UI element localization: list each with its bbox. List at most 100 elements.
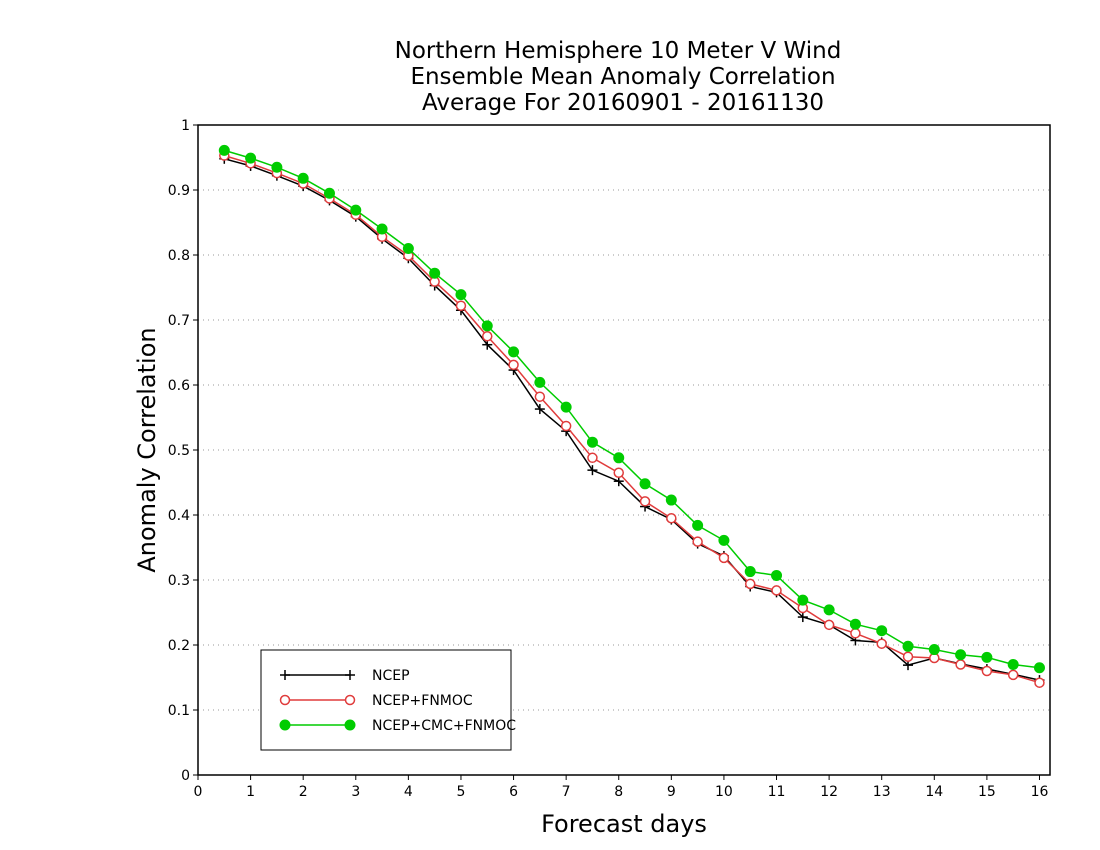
series-point [534,376,546,388]
x-tick-label: 2 [299,784,308,800]
series-point [1007,659,1019,670]
series-point [482,331,493,342]
x-tick-label: 16 [1031,784,1049,800]
series-point [586,436,598,448]
series-point [271,161,283,173]
legend-label: NCEP+FNMOC [372,693,473,709]
legend-item: NCEP [280,668,410,684]
y-tick-label: 0.4 [168,508,190,524]
x-tick-label: 7 [562,784,571,800]
series-point [345,670,355,680]
series-point [613,467,624,478]
y-tick-label: 0.5 [168,443,190,459]
series-point [376,223,388,235]
series-point [666,513,677,524]
series-point [692,536,703,547]
series-point [613,452,625,464]
x-tick-label: 8 [614,784,623,800]
series-point [455,289,467,301]
legend: NCEP NCEP+FNMOC NCEP+CMC+FNMOC [260,649,516,751]
series-point [797,612,808,623]
x-tick-label: 10 [715,784,733,800]
gridlines [198,189,1050,711]
series-ncep [219,153,1045,686]
series-point [560,401,572,413]
series-point [771,585,782,596]
series-point [402,243,414,254]
legend-label: NCEP [372,668,410,684]
x-tick-label: 3 [351,784,360,800]
y-tick-label: 0.9 [168,183,190,199]
series-point [481,320,493,332]
series-point [279,694,291,706]
chart-title-line-1: Northern Hemisphere 10 Meter V Wind [395,38,842,64]
y-tick-label: 1 [181,118,190,134]
series-point [280,670,290,680]
series-layer [218,144,1045,688]
y-tick-label: 0.6 [168,378,190,394]
y-tick-label: 0.8 [168,248,190,264]
series-point [350,204,362,216]
series-point [534,391,546,402]
series-point [876,638,887,649]
series-point [297,172,309,184]
x-tick-label: 6 [509,784,518,800]
series-ncep-cmc-fnmoc [218,144,1045,674]
series-point [455,300,467,311]
series-point [981,665,993,677]
series-ncep-fnmoc [219,150,1045,688]
x-tick-label: 4 [404,784,413,800]
y-tick-label: 0.3 [168,573,190,589]
x-tick-label: 13 [873,784,891,800]
series-point [1034,677,1045,688]
series-line [224,158,1040,681]
series-point [560,420,572,432]
chart-title-line-3: Average For 20160901 - 20161130 [422,90,824,116]
series-point [902,651,914,662]
series-point [850,628,861,639]
y-tick-label: 0 [181,768,190,784]
series-point [902,640,914,652]
y-tick-label: 0.2 [168,638,190,654]
series-point [955,649,967,661]
legend-label: NCEP+CMC+FNMOC [372,718,516,734]
series-point [344,719,356,731]
series-point [508,346,520,358]
series-point [587,452,598,464]
series-point [823,604,835,616]
series-point [665,494,677,506]
x-tick-label: 15 [978,784,996,800]
x-tick-label: 9 [667,784,676,800]
chart-title: Northern Hemisphere 10 Meter V Wind Ense… [395,38,842,116]
series-line [224,154,1040,684]
series-point [876,625,888,637]
y-tick-label: 0.1 [168,703,190,719]
series-point [587,465,598,476]
series-point [955,659,966,670]
legend-item: NCEP+FNMOC [279,693,473,709]
series-point [692,519,704,531]
x-tick-label: 5 [457,784,466,800]
series-point [849,618,861,630]
x-tick-label: 14 [925,784,943,800]
series-point [797,594,809,606]
series-point [429,267,441,279]
series-point [744,566,756,578]
series-point [1033,662,1045,674]
y-tick-label: 0.7 [168,313,190,329]
x-tick-label: 0 [194,784,203,800]
series-point [534,404,545,415]
series-point [1007,669,1019,681]
legend-item: NCEP+CMC+FNMOC [279,718,516,734]
series-point [718,534,730,546]
series-point [279,719,291,731]
legend-items: NCEP NCEP+FNMOC NCEP+CMC+FNMOC [279,668,516,734]
axis-ticks: 00.10.20.30.40.50.60.70.80.910 1 2 3 4 5 6 7 8 9 1… [168,118,1049,800]
series-point [639,478,651,490]
series-point [981,651,993,663]
x-tick-label: 11 [768,784,786,800]
chart-title-line-2: Ensemble Mean Anomaly Correlation [410,64,835,90]
series-point [323,187,335,199]
x-tick-label: 1 [246,784,255,800]
